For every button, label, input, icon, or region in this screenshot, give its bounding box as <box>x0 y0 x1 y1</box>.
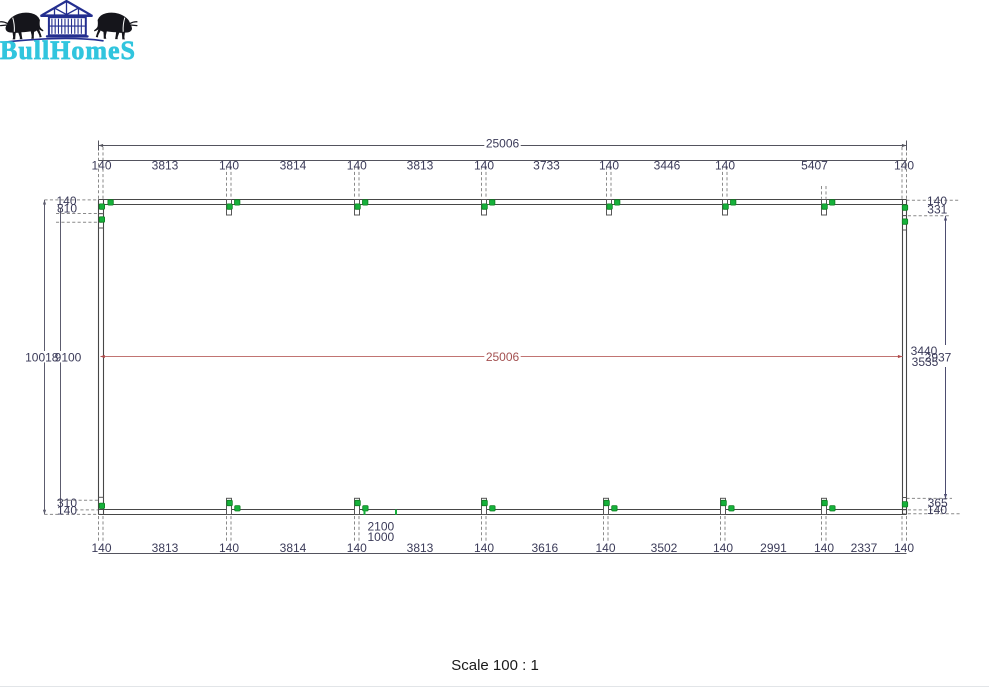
svg-text:25006: 25006 <box>486 350 520 364</box>
svg-text:3814: 3814 <box>280 158 307 172</box>
svg-text:9100: 9100 <box>55 350 82 364</box>
svg-text:331: 331 <box>927 203 947 217</box>
svg-text:3813: 3813 <box>152 541 179 555</box>
svg-text:2337: 2337 <box>851 541 878 555</box>
svg-text:140: 140 <box>894 158 914 172</box>
svg-text:140: 140 <box>814 541 834 555</box>
svg-text:3502: 3502 <box>651 541 678 555</box>
svg-text:3813: 3813 <box>407 158 434 172</box>
svg-text:140: 140 <box>219 158 239 172</box>
svg-text:3535: 3535 <box>912 355 939 369</box>
svg-text:5407: 5407 <box>801 158 828 172</box>
svg-text:140: 140 <box>347 158 367 172</box>
svg-text:365: 365 <box>928 496 948 510</box>
svg-text:310: 310 <box>57 496 77 510</box>
svg-text:140: 140 <box>91 158 111 172</box>
svg-text:140: 140 <box>57 504 77 518</box>
svg-text:10018: 10018 <box>25 350 59 364</box>
svg-text:140: 140 <box>894 541 914 555</box>
svg-text:3813: 3813 <box>152 158 179 172</box>
svg-text:140: 140 <box>219 541 239 555</box>
svg-text:140: 140 <box>595 541 615 555</box>
svg-text:Scale 100 : 1: Scale 100 : 1 <box>451 657 539 674</box>
svg-text:2991: 2991 <box>760 541 787 555</box>
svg-text:2937: 2937 <box>925 350 952 364</box>
svg-text:140: 140 <box>91 541 111 555</box>
svg-text:140: 140 <box>713 541 733 555</box>
svg-text:140: 140 <box>599 158 619 172</box>
svg-text:3813: 3813 <box>407 541 434 555</box>
svg-text:140: 140 <box>347 541 367 555</box>
svg-text:BullHomeS: BullHomeS <box>0 36 135 65</box>
svg-text:140: 140 <box>474 541 494 555</box>
svg-text:140: 140 <box>927 194 947 208</box>
svg-text:25006: 25006 <box>486 136 520 150</box>
svg-text:2100: 2100 <box>368 520 395 534</box>
svg-text:1000: 1000 <box>368 530 395 544</box>
svg-text:3440: 3440 <box>911 344 938 358</box>
svg-text:140: 140 <box>474 158 494 172</box>
svg-text:810: 810 <box>57 202 77 216</box>
svg-text:140: 140 <box>56 194 76 208</box>
svg-text:3814: 3814 <box>280 541 307 555</box>
svg-text:3616: 3616 <box>531 541 558 555</box>
svg-text:140: 140 <box>927 503 947 517</box>
svg-text:3733: 3733 <box>533 158 560 172</box>
svg-text:140: 140 <box>715 158 735 172</box>
svg-text:3446: 3446 <box>654 158 681 172</box>
